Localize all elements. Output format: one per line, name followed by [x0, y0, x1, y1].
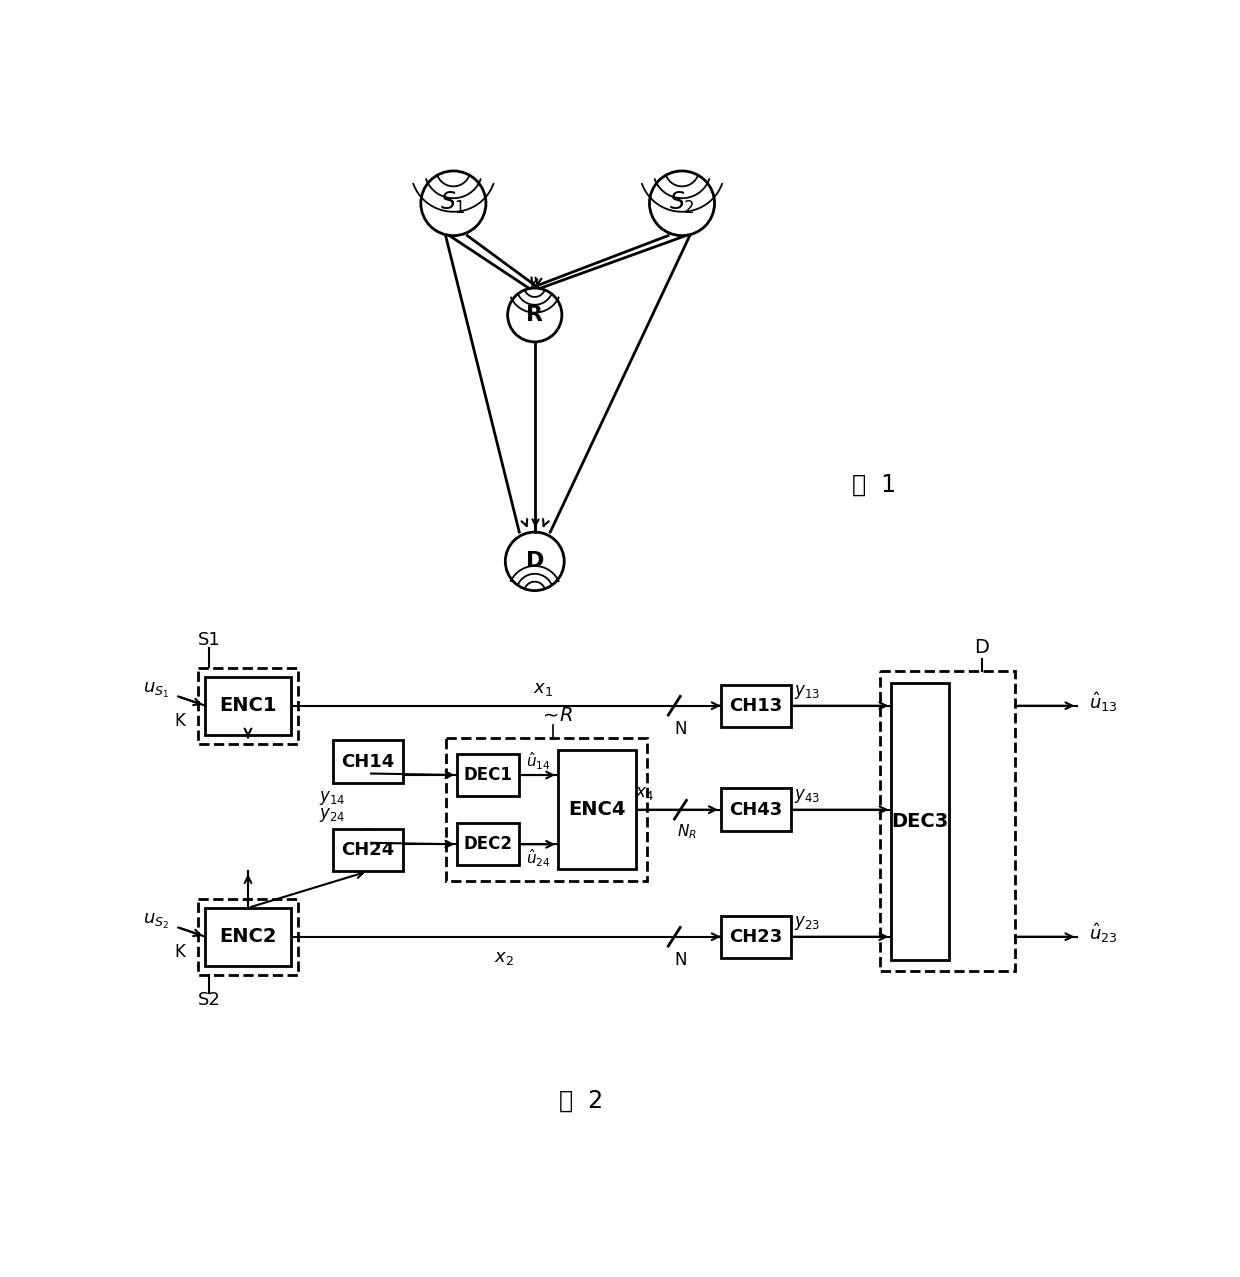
Text: DEC1: DEC1 — [464, 766, 512, 784]
Bar — [197, 899, 299, 974]
Text: DEC2: DEC2 — [464, 835, 513, 853]
Text: DEC3: DEC3 — [892, 812, 949, 831]
Text: $\hat{u}_{13}$: $\hat{u}_{13}$ — [1089, 690, 1117, 714]
Text: N: N — [675, 720, 687, 738]
Text: ENC1: ENC1 — [219, 696, 277, 715]
Text: N: N — [675, 951, 687, 969]
Bar — [558, 750, 635, 870]
Text: $x_2$: $x_2$ — [494, 949, 513, 967]
Text: $y_{23}$: $y_{23}$ — [795, 914, 821, 932]
Text: ENC4: ENC4 — [568, 801, 625, 819]
Text: $N_R$: $N_R$ — [677, 822, 697, 840]
Text: 图  1: 图 1 — [853, 472, 897, 497]
Text: CH43: CH43 — [729, 801, 782, 819]
Bar — [720, 684, 791, 727]
Text: D: D — [526, 552, 544, 571]
Text: $x_4$: $x_4$ — [635, 784, 655, 802]
Text: $\hat{u}_{14}$: $\hat{u}_{14}$ — [526, 751, 551, 773]
Text: 图  2: 图 2 — [559, 1088, 604, 1112]
Text: CH24: CH24 — [341, 842, 394, 859]
Bar — [720, 788, 791, 831]
Text: ENC2: ENC2 — [219, 927, 277, 946]
Text: S2: S2 — [197, 991, 221, 1009]
Text: $y_{14}$: $y_{14}$ — [319, 789, 345, 807]
Bar — [879, 672, 1016, 972]
Text: S1: S1 — [197, 631, 221, 649]
Bar — [458, 824, 520, 866]
Text: K: K — [175, 713, 185, 730]
Text: $\hat{u}_{23}$: $\hat{u}_{23}$ — [1089, 921, 1117, 945]
Text: $u_{S_1}$: $u_{S_1}$ — [143, 681, 169, 700]
Text: R: R — [526, 305, 543, 324]
Bar — [334, 829, 403, 871]
Text: CH14: CH14 — [341, 752, 394, 770]
Text: $x_1$: $x_1$ — [532, 679, 553, 697]
Text: D: D — [975, 638, 990, 658]
Text: $\hat{u}_{24}$: $\hat{u}_{24}$ — [526, 848, 551, 868]
Bar — [197, 668, 299, 743]
Text: $u_{S_2}$: $u_{S_2}$ — [143, 912, 169, 931]
Text: $S_2$: $S_2$ — [670, 190, 694, 216]
Bar — [458, 753, 520, 796]
Bar — [720, 916, 791, 958]
Bar — [445, 738, 647, 881]
Text: $y_{24}$: $y_{24}$ — [319, 806, 345, 824]
Text: $y_{43}$: $y_{43}$ — [795, 787, 821, 805]
Text: K: K — [175, 944, 185, 962]
Text: $\sim\!R$: $\sim\!R$ — [539, 706, 574, 725]
Bar — [206, 908, 290, 965]
Text: CH13: CH13 — [729, 697, 782, 715]
Bar — [892, 683, 950, 960]
Text: $y_{13}$: $y_{13}$ — [795, 683, 821, 701]
Text: CH23: CH23 — [729, 927, 782, 946]
Bar — [334, 741, 403, 783]
Bar — [206, 677, 290, 734]
Text: $S_1$: $S_1$ — [440, 190, 466, 216]
